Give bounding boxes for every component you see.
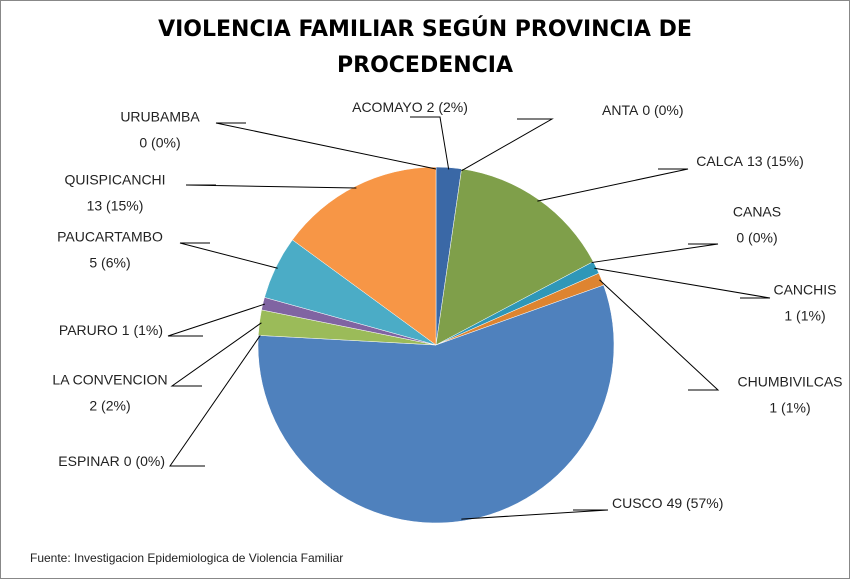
value-label: 5 (6%) [89, 255, 130, 271]
leader-line [537, 168, 689, 202]
leader-line [461, 509, 609, 520]
slice-label: CHUMBIVILCAS [737, 374, 842, 390]
category-name: ACOMAYO [352, 99, 423, 115]
category-name: CALCA [696, 153, 743, 169]
chart-title: VIOLENCIA FAMILIAR SEGÚN PROVINCIA DE PR… [158, 17, 692, 78]
value-label: 2 (2%) [427, 99, 468, 115]
pie-slice [292, 166, 437, 346]
value-label: 13 (15%) [747, 153, 804, 169]
leader-line [215, 122, 437, 170]
slice-label: CALCA 13 (15%) [696, 153, 804, 169]
slice-label: ANTA 0 (0%) [602, 102, 684, 118]
leader-line [594, 267, 771, 299]
value-label: 0 (0%) [736, 230, 777, 246]
category-name: PARURO [59, 322, 118, 338]
category-name: CUSCO [612, 495, 663, 511]
slice-label: URUBAMBA [120, 109, 200, 125]
leader-line [169, 335, 261, 467]
value-label: 0 (0%) [642, 102, 683, 118]
value-label: 0 (0%) [139, 135, 180, 151]
value-label: 1 (1%) [122, 322, 163, 338]
slice-label: ESPINAR 0 (0%) [58, 453, 165, 469]
slice-label: CUSCO 49 (57%) [612, 495, 723, 511]
leader-line [179, 242, 278, 269]
leader-line [410, 116, 450, 170]
leader-line [170, 322, 262, 387]
category-name: ESPINAR [58, 453, 119, 469]
category-name: ANTA [602, 102, 639, 118]
leader-line [185, 184, 357, 189]
slice-label: CANCHIS [773, 282, 836, 298]
value-label: 0 (0%) [124, 453, 165, 469]
value-label: 49 (57%) [667, 495, 724, 511]
slice-label: LA CONVENCION [52, 372, 167, 388]
leader-line [591, 243, 719, 264]
pie-slice [435, 168, 594, 346]
slice-label: PARURO 1 (1%) [59, 322, 163, 338]
slice-label: CANAS [733, 204, 781, 220]
pie-slice [257, 284, 615, 524]
value-label: 1 (1%) [784, 308, 825, 324]
value-label: 2 (2%) [89, 398, 130, 414]
value-label: 13 (15%) [87, 198, 144, 214]
leader-line [167, 303, 265, 337]
leader-line [461, 118, 554, 172]
slice-label: PAUCARTAMBO [57, 229, 163, 245]
footnote: Fuente: Investigacion Epidemiologica de … [30, 551, 343, 565]
slice-label: QUISPICANCHI [64, 172, 165, 188]
value-label: 1 (1%) [769, 400, 810, 416]
leader-line [599, 279, 720, 391]
slice-label: ACOMAYO 2 (2%) [352, 99, 468, 115]
